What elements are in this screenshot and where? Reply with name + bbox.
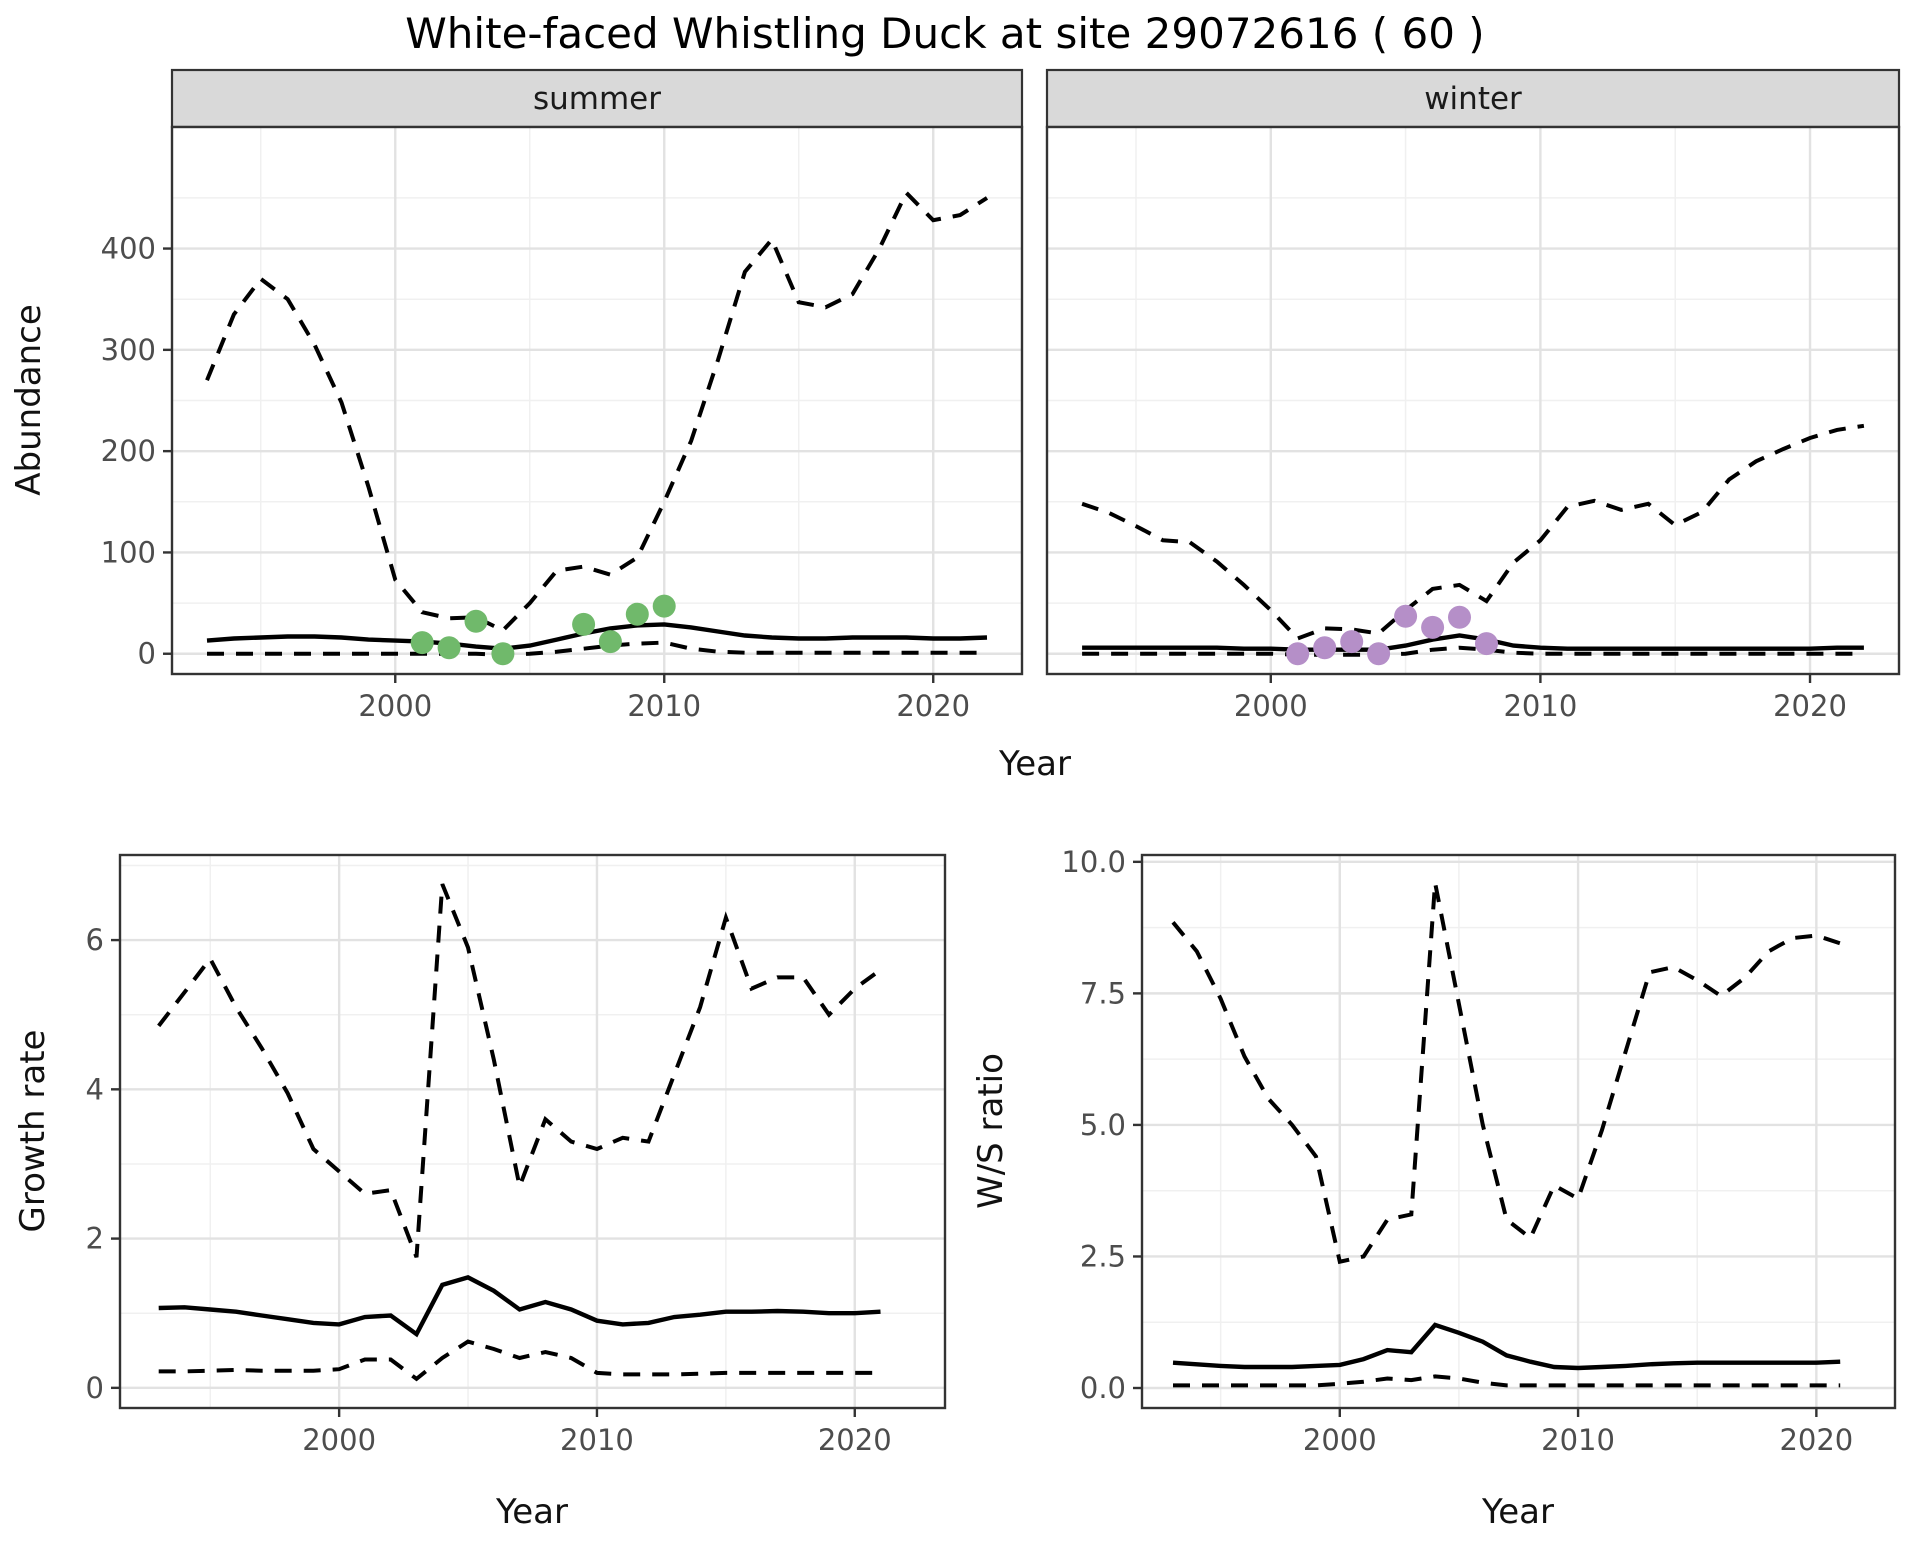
data-point [464,609,488,633]
gridlines-minor [1047,127,1899,674]
chart-title: White-faced Whistling Duck at site 29072… [405,9,1484,58]
series-lower-95ci [1082,645,1864,657]
series-lower-95ci [207,640,987,657]
panel-ws-ratio: 2000 2010 2020 0.0 2.5 5.0 7.5 10.0 [1061,845,1897,1457]
facet-strip-label-summer: summer [533,81,661,117]
series-layer [1171,882,1841,1388]
panel-border [118,853,947,1410]
data-point [1475,632,1498,656]
x-tick-label: 2020 [896,689,970,723]
data-point [1313,636,1337,660]
y-tick-label: 10.0 [1061,845,1126,879]
data-point [1340,630,1364,654]
gridlines-minor [1142,855,1895,1408]
panel-border [1140,853,1897,1410]
y-tick-label: 0.0 [1080,1371,1126,1405]
series-layer [157,883,882,1382]
series-layer [1081,423,1865,657]
x-axis-ticks: 2000 2010 2020 [302,1408,892,1457]
y-axis-title-abundance: Abundance [9,304,49,496]
gridlines-major [1142,855,1895,1408]
panel-abundance-summer: 2000 2010 2020 0 100 200 300 400 [101,125,1024,723]
y-axis-title-ws-ratio: W/S ratio [971,1053,1011,1209]
y-tick-label: 0 [86,1371,104,1405]
data-point [652,594,676,618]
series-layer [205,189,989,657]
x-tick-label: 2010 [1541,1423,1615,1457]
data-point [437,636,461,660]
data-point [1394,604,1418,628]
panel-growth-rate: 2000 2010 2020 0 2 4 6 [86,853,947,1457]
x-axis-ticks: 2000 2010 2020 [1303,1408,1853,1457]
x-tick-label: 2020 [818,1423,892,1457]
series-median [1172,1322,1841,1371]
strip-background [170,68,1024,129]
series-median [206,622,988,651]
x-tick-label: 2000 [358,689,432,723]
series-upper-95ci [205,189,989,633]
data-point [410,631,434,655]
data-point [598,630,622,654]
data-point [572,612,596,636]
y-tick-label: 4 [86,1072,104,1106]
y-tick-label: 400 [101,232,156,266]
panel-background [1142,855,1895,1408]
panel-background [120,855,945,1408]
x-axis-ticks: 2000 2010 2020 [358,674,970,723]
data-point [625,602,649,626]
gridlines-major [172,127,1022,674]
x-tick-label: 2010 [1503,689,1577,723]
points-observed-counts [410,594,676,666]
x-tick-label: 2000 [1234,689,1308,723]
x-axis-ticks: 2000 2010 2020 [1234,674,1847,723]
x-axis-title-year-growth: Year [495,1492,568,1532]
data-point [491,642,515,666]
y-tick-label: 5.0 [1080,1108,1126,1142]
data-point [1286,642,1310,666]
y-tick-label: 200 [101,434,156,468]
series-upper-95ci [1081,423,1865,641]
gridlines-major [120,855,945,1408]
facet-strip-summer: summer [170,68,1024,129]
x-axis-title-year-ws: Year [1481,1492,1554,1532]
y-tick-label: 2.5 [1080,1239,1126,1273]
data-point [1448,605,1471,629]
series-upper-95ci [1171,882,1841,1265]
data-point [1367,642,1391,666]
x-tick-label: 2010 [560,1423,634,1457]
series-upper-95ci [157,883,882,1258]
panel-abundance-winter: 2000 2010 2020 [1045,125,1901,723]
y-tick-label: 0 [138,637,156,671]
y-tick-label: 7.5 [1080,976,1126,1010]
facet-strip-label-winter: winter [1424,81,1522,117]
y-tick-label: 300 [101,333,156,367]
y-tick-label: 6 [86,923,104,957]
series-median [158,1275,881,1338]
panel-border [1045,125,1901,676]
y-axis-ticks: 0.0 2.5 5.0 7.5 10.0 [1061,845,1142,1405]
series-median [1082,633,1864,652]
x-tick-label: 2020 [1779,1423,1853,1457]
panel-border [170,125,1024,676]
series-lower-95ci [1173,1374,1841,1388]
x-tick-label: 2010 [627,689,701,723]
data-point [1421,615,1445,639]
y-axis-ticks: 0 100 200 300 400 [101,232,172,671]
x-axis-title-year-top: Year [998,744,1071,784]
strip-background [1045,68,1901,129]
x-tick-label: 2000 [1303,1423,1377,1457]
gridlines-minor [172,127,1022,674]
x-tick-label: 2000 [302,1423,376,1457]
y-axis-title-growth-rate: Growth rate [13,1030,53,1233]
x-tick-label: 2020 [1773,689,1847,723]
y-axis-ticks: 0 2 4 6 [86,923,120,1405]
series-lower-95ci [158,1339,881,1382]
points-observed-counts [1286,604,1498,666]
y-tick-label: 100 [101,535,156,569]
y-tick-label: 2 [86,1222,104,1256]
facet-strip-winter: winter [1045,68,1901,129]
